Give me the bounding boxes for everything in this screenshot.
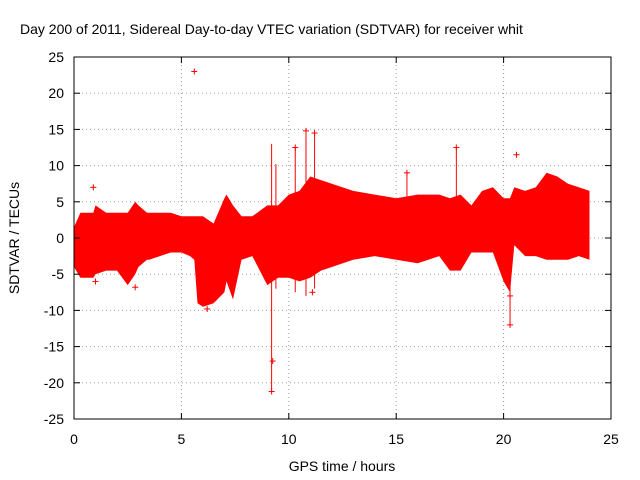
data-point [453,144,460,151]
data-point [268,388,275,395]
y-tick-label: -20 [44,375,64,391]
y-tick-label: 5 [56,194,64,210]
x-tick-label: 15 [388,431,404,447]
x-tick-label: 5 [178,431,186,447]
sdtvar-data-band [74,172,590,307]
data-point [92,278,99,285]
x-tick-label: 20 [496,431,512,447]
chart-title: Day 200 of 2011, Sidereal Day-to-day VTE… [20,21,523,37]
y-tick-label: 0 [56,230,64,246]
x-tick-label: 0 [70,431,78,447]
data-point [302,127,309,134]
y-axis-tick-labels: 25 20 15 10 5 0 -5 -10 -15 -20 -25 [44,49,64,427]
data-series-sdtvar [74,68,590,395]
data-point [132,284,139,291]
data-point [90,184,97,191]
y-axis-label: SDTVAR / TECUs [6,182,22,294]
x-axis-tick-labels: 0 5 10 15 20 25 [70,431,619,447]
x-axis-label: GPS time / hours [289,458,396,474]
y-tick-label: 10 [48,158,64,174]
x-tick-label: 25 [603,431,619,447]
data-point [292,144,299,151]
y-tick-label: -25 [44,411,64,427]
y-tick-label: 20 [48,85,64,101]
x-tick-label: 10 [281,431,297,447]
y-tick-label: 15 [48,121,64,137]
data-point [269,358,276,365]
y-tick-label: -10 [44,302,64,318]
data-point [311,130,318,137]
data-point [204,305,211,312]
axis-ticks [73,56,612,420]
data-point [191,68,198,75]
data-point [309,289,316,296]
data-point [403,169,410,176]
y-tick-label: 25 [48,49,64,65]
data-point [507,321,514,328]
data-point [507,292,514,299]
y-tick-label: -5 [52,266,65,282]
data-point [513,151,520,158]
y-tick-label: -15 [44,339,64,355]
